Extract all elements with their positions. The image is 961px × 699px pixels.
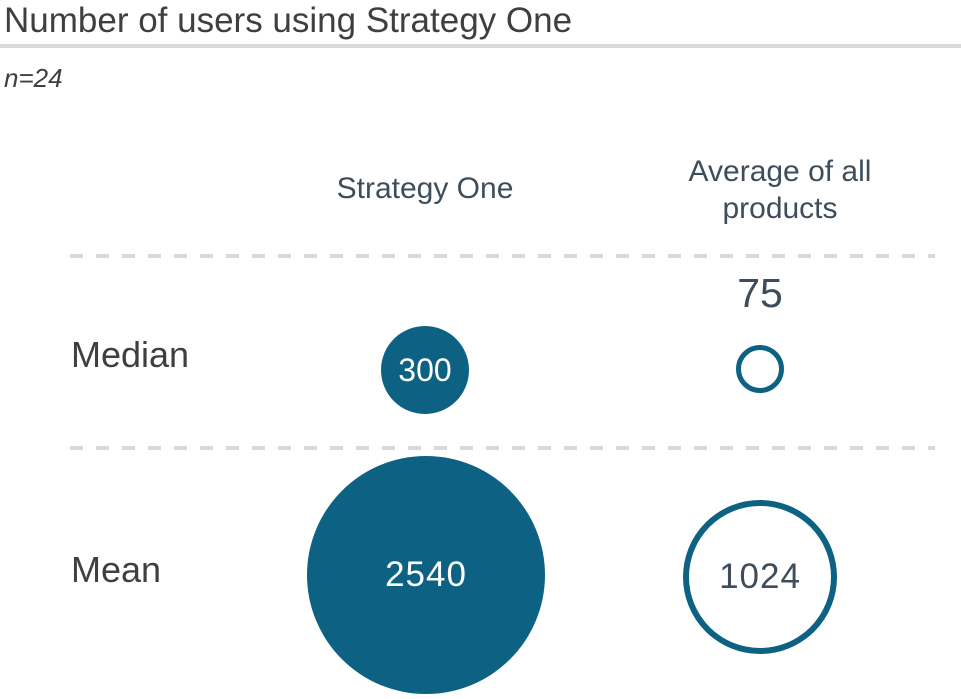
row-label-median: Median	[71, 334, 190, 375]
bubble-value-median-strategy-one: 300	[398, 351, 452, 388]
bubble-value-mean-average: 1024	[719, 557, 801, 596]
title-divider	[0, 44, 961, 48]
value-median-average: 75	[737, 270, 783, 316]
bubble-median-average	[736, 345, 784, 393]
column-header-average-of-all-products: Average of all products	[688, 155, 872, 225]
sample-size-note: n=24	[4, 63, 63, 93]
chart-title: Number of users using Strategy One	[4, 1, 573, 40]
row-divider-middle	[70, 446, 935, 450]
row-divider-top	[70, 254, 935, 258]
row-label-mean: Mean	[71, 549, 162, 590]
bubble-median-strategy-one: 300	[381, 326, 469, 414]
bubble-mean-average: 1024	[683, 500, 837, 654]
bubble-value-mean-strategy-one: 2540	[385, 555, 467, 594]
bubble-mean-strategy-one: 2540	[307, 456, 545, 694]
column-header-strategy-one: Strategy One	[336, 172, 514, 205]
